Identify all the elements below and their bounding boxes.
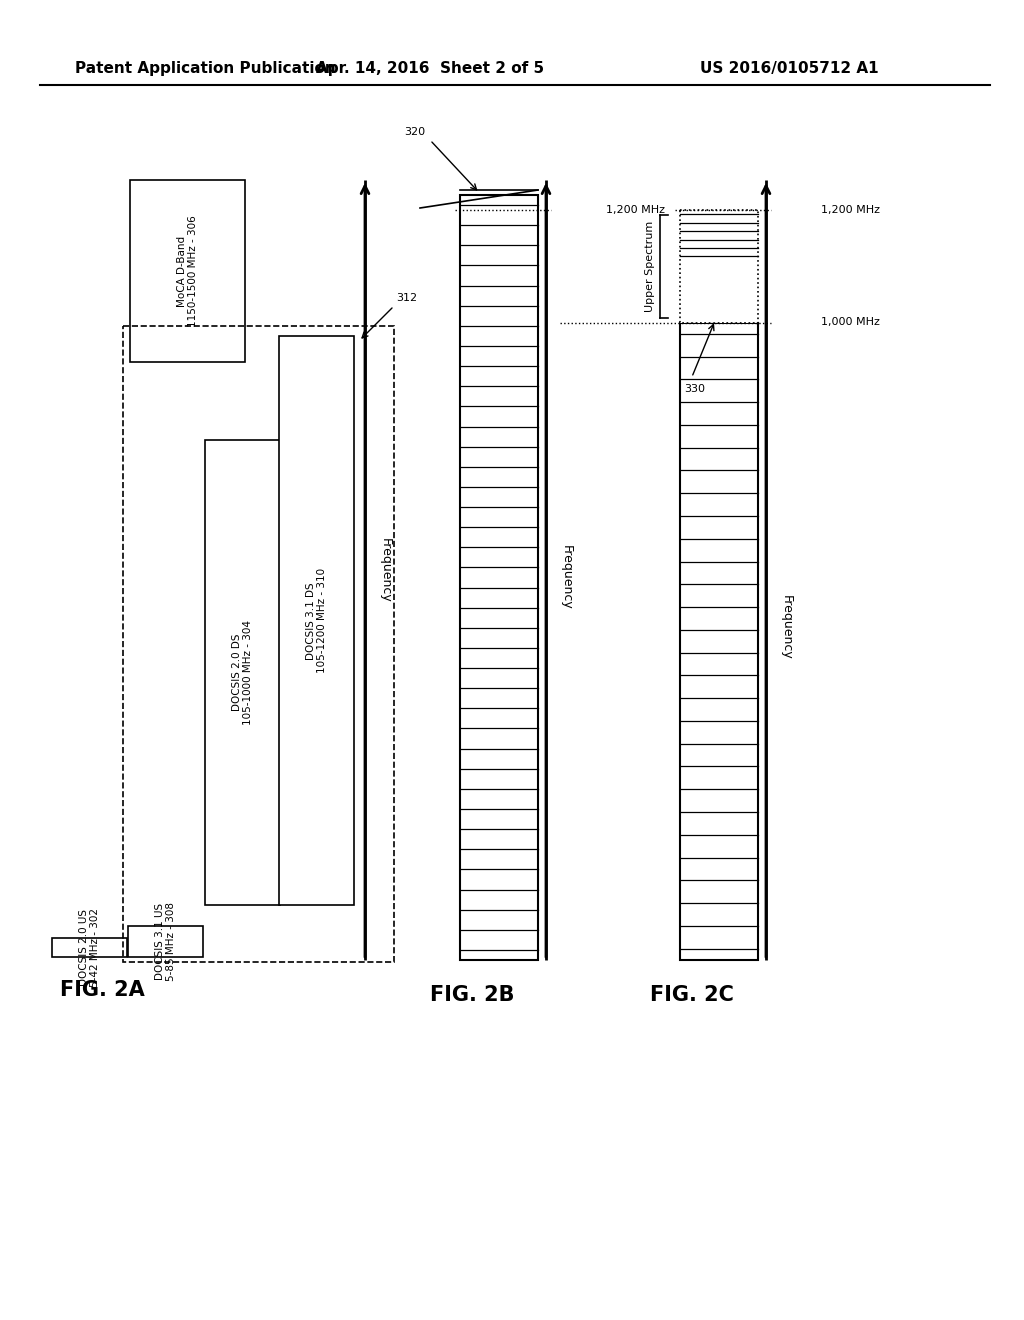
Text: DOCSIS 3.1 US
5-85 MHz - 308: DOCSIS 3.1 US 5-85 MHz - 308 [155, 903, 176, 981]
Text: 330: 330 [684, 384, 705, 395]
Text: DOCSIS 2.0 US
5-42 MHz - 302: DOCSIS 2.0 US 5-42 MHz - 302 [79, 908, 100, 987]
Text: MoCA D-Band
1150-1500 MHz - 306: MoCA D-Band 1150-1500 MHz - 306 [177, 215, 199, 327]
Text: 312: 312 [396, 293, 417, 304]
Text: Frequency: Frequency [379, 537, 392, 602]
Bar [279, 337, 354, 906]
Text: DOCSIS 2.0 DS
105-1000 MHz - 304: DOCSIS 2.0 DS 105-1000 MHz - 304 [231, 620, 253, 725]
Text: FIG. 2B: FIG. 2B [430, 985, 514, 1005]
Bar [680, 322, 758, 960]
Text: Upper Spectrum: Upper Spectrum [645, 220, 655, 312]
Text: 1,200 MHz: 1,200 MHz [821, 205, 880, 215]
Bar [680, 210, 758, 322]
Bar [460, 195, 538, 960]
Text: Frequency: Frequency [780, 595, 793, 660]
Text: DOCSIS 3.1 DS
105-1200 MHz - 310: DOCSIS 3.1 DS 105-1200 MHz - 310 [306, 568, 328, 673]
Text: FIG. 2A: FIG. 2A [60, 979, 144, 1001]
Text: FIG. 2C: FIG. 2C [650, 985, 734, 1005]
Text: Patent Application Publication: Patent Application Publication [75, 61, 336, 75]
Bar [128, 927, 203, 957]
Bar [130, 180, 245, 362]
Text: 1,000 MHz: 1,000 MHz [821, 318, 880, 327]
Text: Apr. 14, 2016  Sheet 2 of 5: Apr. 14, 2016 Sheet 2 of 5 [316, 61, 544, 75]
Text: 320: 320 [403, 127, 425, 137]
Text: 1,200 MHz: 1,200 MHz [606, 205, 665, 215]
Bar [123, 326, 394, 962]
Text: US 2016/0105712 A1: US 2016/0105712 A1 [700, 61, 879, 75]
Bar [205, 440, 280, 906]
Bar [52, 939, 127, 957]
Text: Frequency: Frequency [560, 545, 573, 610]
